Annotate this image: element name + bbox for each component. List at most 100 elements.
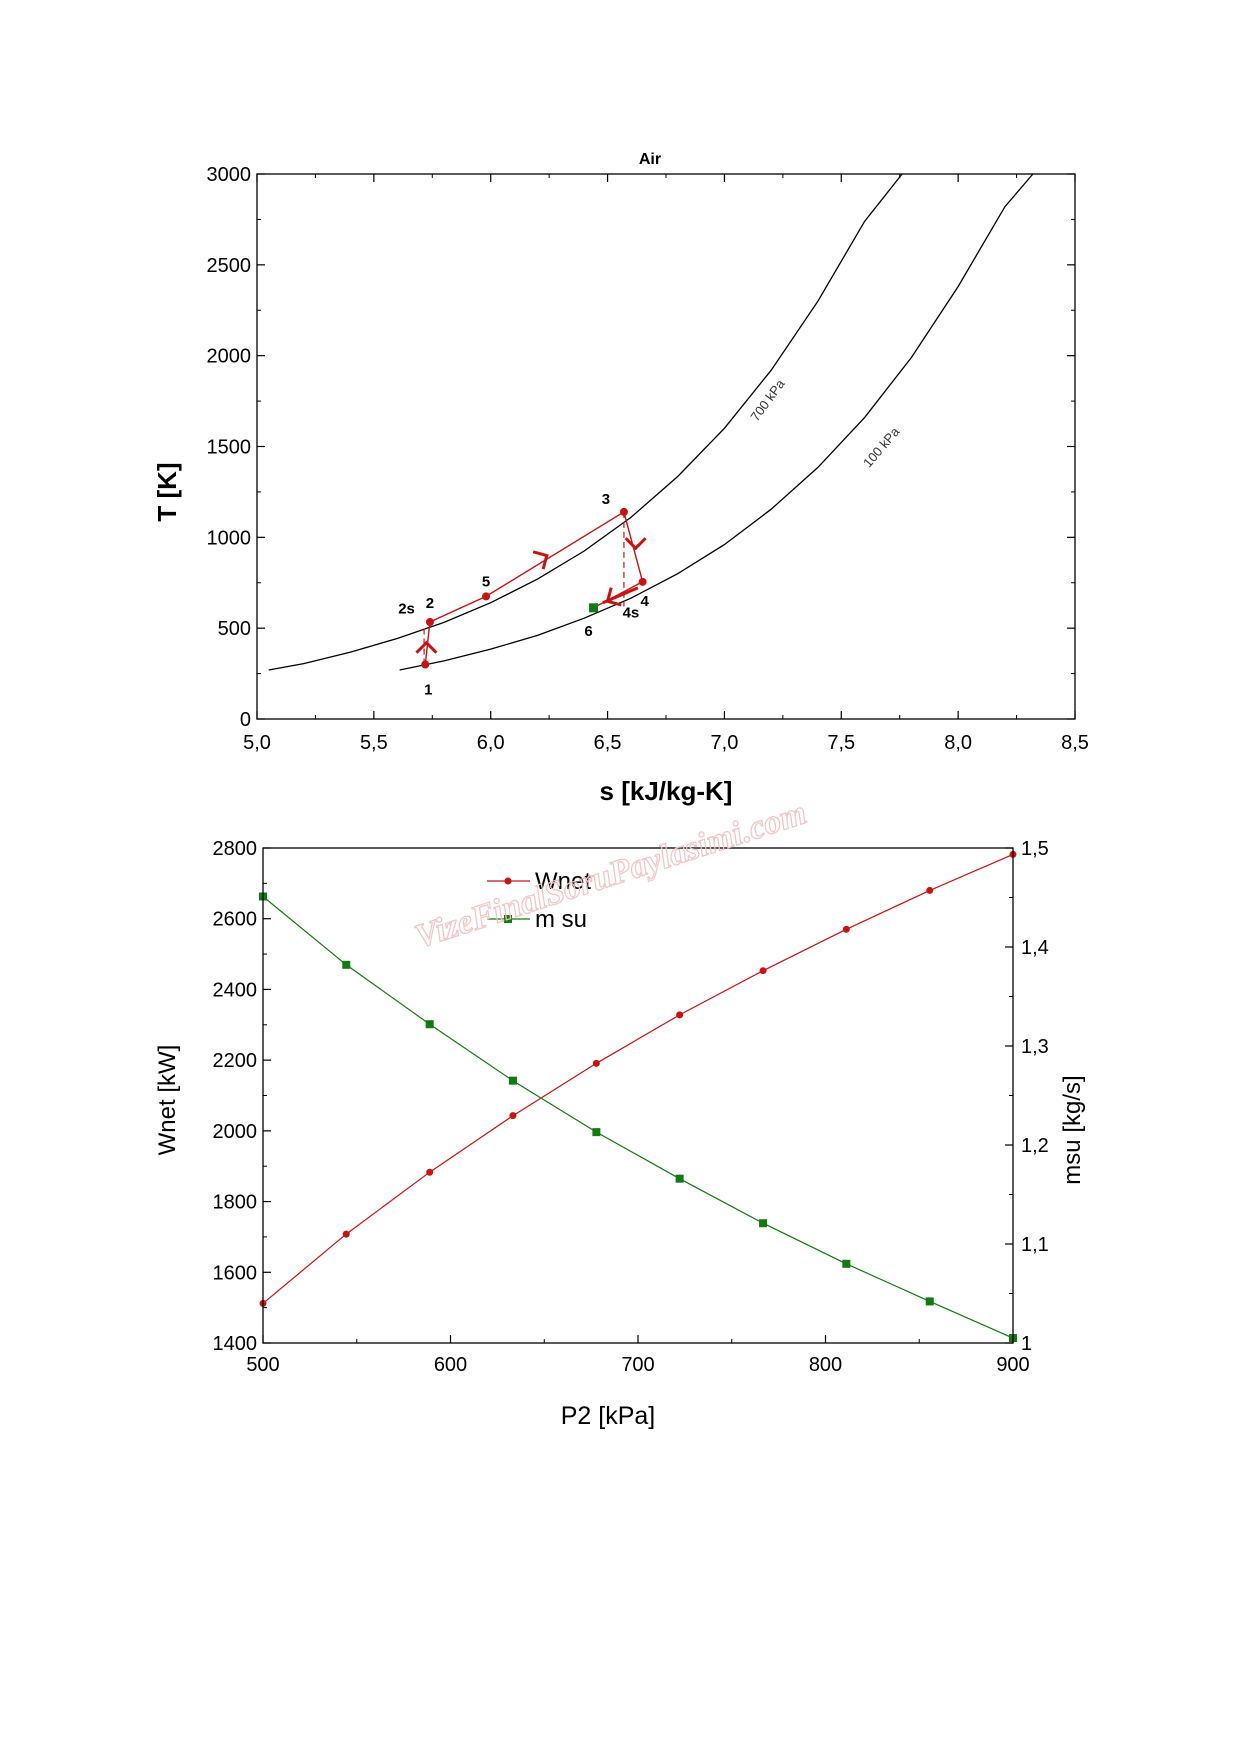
state-point-5	[482, 592, 491, 601]
compression-arrow-shape	[415, 640, 438, 654]
x-tick-label: 8,0	[944, 732, 972, 754]
state-label-2s: 2s	[398, 601, 415, 618]
x-tick-label: 6,0	[477, 732, 505, 754]
heating-arrow-shape	[532, 550, 549, 570]
x-tick-label: 5,0	[243, 732, 271, 754]
legend-wnet-marker	[504, 877, 512, 885]
right-y-tick-label: 1,5	[1021, 838, 1049, 860]
y-tick-label: 500	[218, 618, 251, 640]
right-y-tick-label: 1	[1021, 1333, 1032, 1355]
watermark: VizeFinalSoruPaylasimi.com	[411, 794, 811, 956]
cycle-path	[424, 510, 644, 665]
left-y-tick-label: 1800	[213, 1192, 258, 1214]
right-y-tick-label: 1,3	[1021, 1036, 1049, 1058]
performance-left-y-label: Wnet [kW]	[154, 1045, 181, 1156]
wnet-point	[342, 1230, 350, 1238]
left-y-tick-label: 2000	[213, 1121, 258, 1143]
msu-point	[342, 960, 351, 969]
msu-point	[592, 1128, 601, 1137]
state-point-2	[425, 617, 434, 626]
isobar-label: 100 kPa	[860, 424, 903, 471]
wnet-point	[926, 886, 934, 894]
msu-point	[925, 1297, 934, 1306]
state-label-2: 2	[426, 595, 434, 612]
x-tick-label: 500	[246, 1354, 279, 1376]
series-line-wnet	[262, 853, 1014, 1304]
right-y-tick-label: 1,4	[1021, 937, 1049, 959]
legend: Wnet m su	[487, 868, 591, 933]
msu-point	[425, 1020, 434, 1029]
y-tick-label: 1000	[207, 527, 252, 549]
isobar-line	[268, 173, 903, 671]
y-tick-label: 2500	[207, 255, 252, 277]
msu-point	[508, 1076, 517, 1085]
ts-title: Air	[639, 151, 661, 168]
y-tick-label: 0	[240, 709, 251, 731]
expansion-arrow	[624, 537, 647, 551]
performance-plot-area	[259, 850, 1017, 1343]
expansion-arrow-shape	[624, 537, 647, 551]
right-y-tick-label: 1,1	[1021, 1234, 1049, 1256]
state-label-5: 5	[482, 573, 490, 590]
state-label-1: 1	[424, 682, 432, 699]
isobar-line	[399, 173, 1034, 671]
left-y-tick-label: 2800	[213, 838, 258, 860]
ts-x-label: s [kJ/kg-K]	[600, 776, 733, 806]
x-tick-label: 6,5	[594, 732, 622, 754]
state-point-1	[421, 660, 430, 669]
performance-chart: 500 600 700 800 900 1400 1600 1800 2000 2200 2400…	[154, 838, 1086, 1430]
x-label-text: P2 [kPa]	[561, 1402, 656, 1430]
ts-y-axis: 0 500 1000 1500 2000 2500 3000	[207, 164, 1075, 731]
state-label-4s: 4s	[623, 604, 640, 621]
ts-y-label: T [K]	[152, 462, 182, 521]
state-point-4	[638, 577, 647, 586]
compression-arrow	[415, 640, 438, 654]
ts-frame	[256, 173, 1076, 720]
ts-x-axis: 5,0 5,5 6,0 6,5 7,0 7,5 8,0 8,5	[243, 174, 1089, 754]
ts-diagram: Air 700 kPa 100 kPa 1 2 5 3 4 6 2s 4s 5,0 5,5 6,0 6,…	[152, 151, 1089, 806]
state-label-4: 4	[640, 593, 649, 610]
ts-plot-area: 700 kPa 100 kPa 1 2 5 3 4 6 2s 4s	[268, 173, 1034, 699]
state-point-6	[589, 603, 599, 613]
msu-point	[842, 1259, 851, 1268]
x-tick-label: 5,5	[360, 732, 388, 754]
x-tick-label: 900	[996, 1354, 1029, 1376]
performance-left-y-axis: 1400 1600 1800 2000 2200 2400 2600 2800	[213, 838, 271, 1355]
x-tick-label: 700	[621, 1354, 654, 1376]
x-tick-label: 800	[809, 1354, 842, 1376]
y-tick-label: 3000	[207, 164, 252, 186]
x-tick-label: 8,5	[1061, 732, 1089, 754]
wnet-point	[676, 1011, 684, 1019]
wnet-point	[426, 1168, 434, 1176]
performance-right-y-axis: 1 1,1 1,2 1,3 1,4 1,5	[1005, 838, 1049, 1355]
heating-arrow	[532, 550, 549, 570]
state-point-3	[619, 507, 628, 516]
msu-point	[759, 1219, 768, 1228]
x-tick-label: 600	[434, 1354, 467, 1376]
performance-x-label: P2 [kPa]	[561, 1402, 656, 1430]
wnet-point	[759, 967, 767, 975]
performance-right-y-label: msu [kg/s]	[1059, 1075, 1086, 1184]
left-y-tick-label: 2400	[213, 979, 258, 1001]
isobar-label: 700 kPa	[747, 376, 788, 424]
y-tick-label: 2000	[207, 346, 252, 368]
wnet-point	[592, 1059, 600, 1067]
x-tick-label: 7,0	[711, 732, 739, 754]
series-line-msu	[262, 896, 1014, 1339]
left-y-tick-label: 2200	[213, 1050, 258, 1072]
wnet-point	[842, 925, 850, 933]
left-y-tick-label: 1600	[213, 1262, 258, 1284]
legend-wnet-label: Wnet	[535, 868, 591, 895]
msu-point	[675, 1174, 684, 1183]
heat-rejection-segment	[602, 586, 639, 605]
right-y-tick-label: 1,2	[1021, 1135, 1049, 1157]
performance-x-axis: 500 600 700 800 900	[246, 1335, 1030, 1376]
left-y-tick-label: 1400	[213, 1333, 258, 1355]
state-label-6: 6	[584, 623, 592, 640]
y-tick-label: 1500	[207, 437, 252, 459]
performance-frame	[262, 847, 1014, 1344]
wnet-point	[509, 1112, 517, 1120]
state-label-3: 3	[602, 491, 610, 508]
left-y-tick-label: 2600	[213, 909, 258, 931]
